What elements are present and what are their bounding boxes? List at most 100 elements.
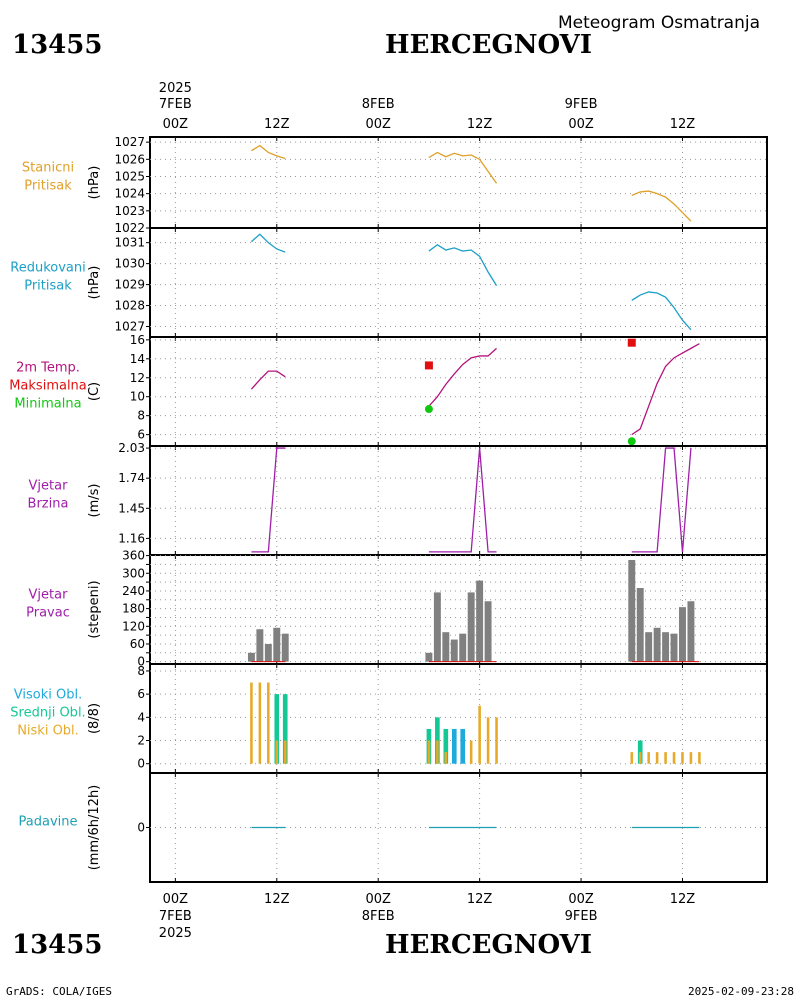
meteogram-subtitle: Meteogram Osmatranja bbox=[558, 13, 761, 33]
y-tick-label: 1029 bbox=[114, 278, 145, 292]
y-tick-label: 1.45 bbox=[118, 501, 145, 515]
time-hour-bottom: 12Z bbox=[264, 892, 290, 907]
panel-frame bbox=[149, 136, 768, 229]
min-temp-marker bbox=[424, 405, 433, 414]
y-tick-label: 1027 bbox=[114, 135, 145, 149]
cloud-bar bbox=[250, 682, 253, 764]
y-tick-label: 14 bbox=[130, 352, 145, 366]
cloud-bar bbox=[451, 728, 457, 764]
y-tick-label: 16 bbox=[130, 333, 145, 347]
direction-bar bbox=[433, 592, 441, 662]
y-tick-label: 2 bbox=[137, 734, 145, 748]
panel-label: Srednji Obl. bbox=[10, 706, 85, 721]
time-year-top: 2025 bbox=[159, 81, 192, 96]
series-line bbox=[631, 343, 700, 436]
y-tick-label: 1030 bbox=[114, 257, 145, 271]
y-tick-label: 8 bbox=[137, 664, 145, 678]
cloud-bar bbox=[638, 752, 642, 764]
cloud-bar bbox=[275, 740, 279, 764]
y-tick-label: 1027 bbox=[114, 320, 145, 334]
cloud-bar bbox=[672, 752, 676, 764]
direction-bar bbox=[247, 652, 255, 662]
panel-label: Vjetar bbox=[29, 588, 69, 603]
y-axis-label: (mm/6h/12h) bbox=[87, 785, 102, 871]
y-tick-label: 0 bbox=[137, 655, 145, 669]
direction-bar bbox=[459, 633, 467, 662]
series-line bbox=[631, 190, 692, 222]
panel-label: Brzina bbox=[28, 497, 69, 512]
cloud-bar bbox=[274, 694, 280, 764]
direction-bar bbox=[670, 633, 678, 662]
y-tick-label: 180 bbox=[122, 602, 145, 616]
y-tick-label: 8 bbox=[137, 409, 145, 423]
time-date-bottom: 8FEB bbox=[362, 909, 395, 924]
series-line bbox=[250, 233, 286, 253]
panel-frame bbox=[149, 336, 768, 447]
direction-bar bbox=[687, 601, 695, 662]
panel-label: Stanicni bbox=[22, 161, 74, 176]
direction-bar bbox=[628, 560, 636, 662]
panel-label: 2m Temp. bbox=[16, 361, 80, 376]
series-line bbox=[631, 447, 692, 553]
y-tick-label: 1.16 bbox=[118, 531, 145, 545]
y-axis-label: (m/s) bbox=[87, 484, 102, 518]
direction-bar bbox=[662, 632, 670, 662]
y-tick-label: 6 bbox=[137, 687, 145, 701]
y-tick-label: 2.03 bbox=[118, 441, 145, 455]
y-axis-label: (stepeni) bbox=[87, 580, 102, 638]
y-tick-label: 1.74 bbox=[118, 471, 145, 485]
y-tick-label: 1031 bbox=[114, 236, 145, 250]
panel-label: Vjetar bbox=[29, 479, 69, 494]
min-temp-marker bbox=[627, 437, 636, 446]
direction-bar bbox=[653, 627, 661, 662]
y-tick-label: 360 bbox=[122, 549, 145, 563]
y-axis-label: (hPa) bbox=[87, 266, 102, 300]
panel-label: Visoki Obl. bbox=[14, 688, 82, 703]
direction-bar bbox=[273, 627, 281, 662]
cloud-bar bbox=[282, 694, 288, 764]
y-tick-label: 10 bbox=[130, 390, 145, 404]
cloud-bar bbox=[478, 705, 481, 764]
series-line bbox=[250, 370, 286, 390]
y-tick-label: 240 bbox=[122, 584, 145, 598]
time-hour-bottom: 00Z bbox=[163, 892, 189, 907]
max-temp-marker bbox=[424, 361, 433, 370]
y-tick-label: 6 bbox=[137, 428, 145, 442]
time-date-top: 7FEB bbox=[159, 97, 192, 112]
station-id-bottom: 13455 bbox=[12, 930, 103, 960]
panel-label: Redukovani bbox=[10, 261, 85, 276]
cloud-bar bbox=[655, 752, 659, 764]
series-line bbox=[631, 291, 692, 331]
station-name-top: HERCEGNOVI bbox=[385, 30, 592, 60]
y-tick-label: 60 bbox=[130, 637, 145, 651]
series-line bbox=[428, 243, 498, 286]
y-axis-label: (C) bbox=[87, 382, 102, 401]
cloud-bar bbox=[283, 740, 287, 764]
y-axis-label: (hPa) bbox=[87, 166, 102, 200]
cloud-bar bbox=[698, 752, 701, 764]
series-line bbox=[428, 448, 497, 553]
panel-label: Minimalna bbox=[14, 397, 81, 412]
time-hour-top: 12Z bbox=[264, 117, 290, 132]
panel-label: Pritisak bbox=[24, 179, 72, 194]
time-hour-top: 12Z bbox=[670, 117, 696, 132]
y-tick-label: 1026 bbox=[114, 152, 145, 166]
cloud-bar bbox=[443, 728, 449, 764]
y-tick-label: 1024 bbox=[114, 187, 145, 201]
direction-bar bbox=[679, 607, 686, 662]
cloud-bar bbox=[630, 752, 634, 764]
panel-label: Maksimalna bbox=[9, 379, 87, 394]
y-tick-label: 300 bbox=[122, 566, 145, 580]
cloud-bar bbox=[689, 752, 693, 764]
time-year-bottom: 2025 bbox=[159, 926, 192, 941]
time-hour-top: 00Z bbox=[163, 117, 189, 132]
direction-bar bbox=[256, 629, 264, 662]
max-temp-marker bbox=[627, 338, 636, 347]
series-line bbox=[428, 347, 497, 407]
time-date-bottom: 7FEB bbox=[159, 909, 192, 924]
series-line bbox=[428, 151, 498, 184]
direction-bar bbox=[645, 632, 653, 662]
cloud-bar bbox=[460, 728, 466, 764]
y-tick-label: 1028 bbox=[114, 299, 145, 313]
